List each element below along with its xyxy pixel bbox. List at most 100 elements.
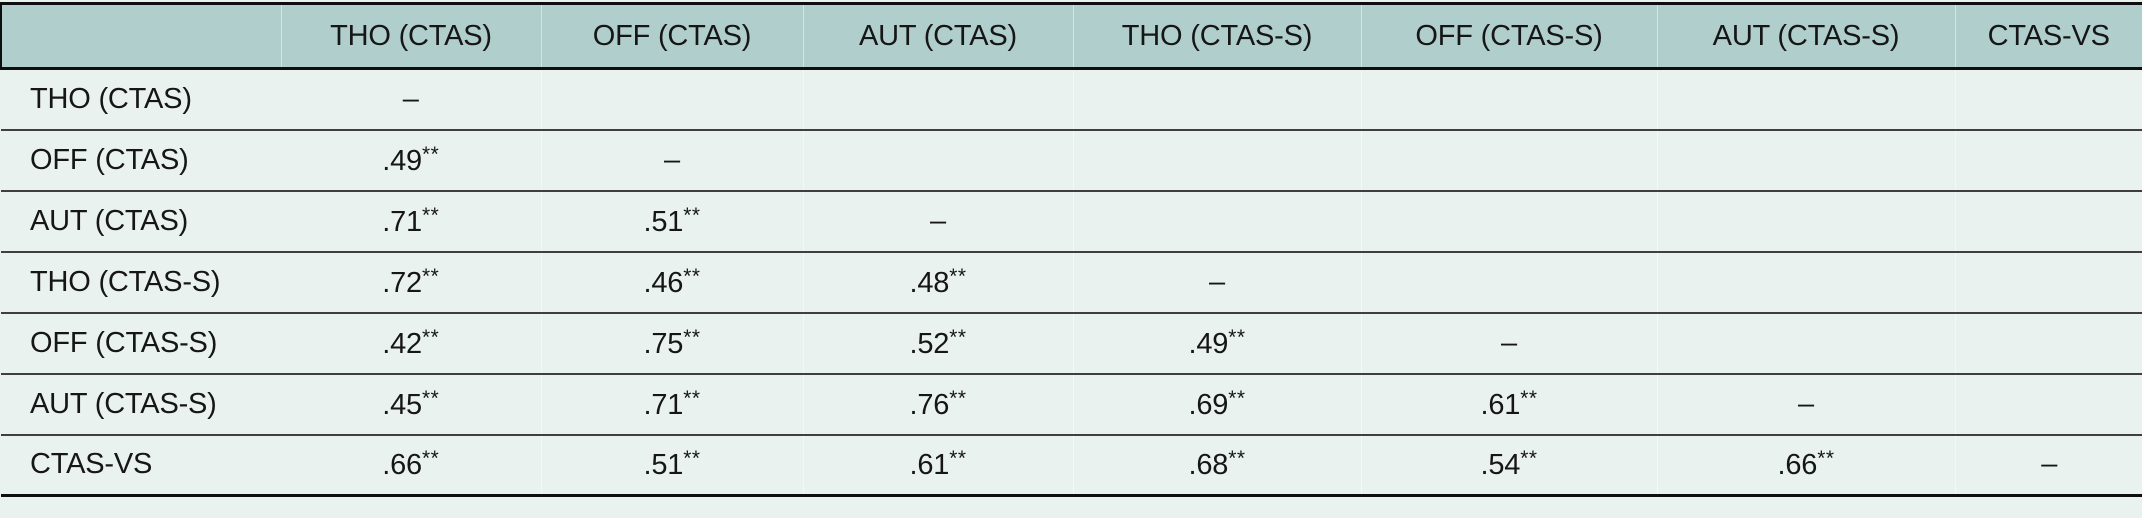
correlation-cell: .61** bbox=[802, 434, 1073, 496]
empty-cell bbox=[1360, 251, 1657, 314]
diagonal-dash-cell: – bbox=[1072, 251, 1361, 314]
empty-cell bbox=[1954, 251, 2142, 314]
table-row: THO (CTAS) – bbox=[1, 68, 2142, 131]
table-row: OFF (CTAS) .49** – bbox=[1, 129, 2142, 192]
correlation-cell: .42** bbox=[281, 312, 541, 375]
significance-stars: ** bbox=[683, 447, 701, 471]
correlation-value: .71 bbox=[382, 205, 422, 238]
correlation-value: .61 bbox=[909, 449, 950, 482]
correlation-value: .71 bbox=[643, 388, 684, 421]
correlation-value: .72 bbox=[382, 266, 422, 299]
correlation-cell: .68** bbox=[1072, 434, 1361, 496]
empty-cell bbox=[1072, 129, 1361, 192]
correlation-cell: .49** bbox=[1072, 312, 1361, 375]
significance-stars: ** bbox=[683, 386, 701, 410]
correlation-value: .52 bbox=[909, 327, 950, 360]
correlation-cell: .51** bbox=[540, 434, 803, 496]
correlation-value: .48 bbox=[909, 266, 950, 299]
column-header: AUT (CTAS) bbox=[802, 3, 1073, 70]
table-row: AUT (CTAS-S) .45** .71** .76** .69** .61** – bbox=[1, 373, 2142, 436]
column-header: THO (CTAS-S) bbox=[1072, 3, 1361, 70]
correlation-cell: .61** bbox=[1360, 373, 1657, 436]
row-label: THO (CTAS-S) bbox=[1, 251, 281, 314]
correlation-cell: .48** bbox=[802, 251, 1073, 314]
correlation-value: .54 bbox=[1480, 449, 1521, 482]
header-row: THO (CTAS) OFF (CTAS) AUT (CTAS) THO (CTAS-… bbox=[0, 3, 2142, 70]
correlation-cell: .76** bbox=[802, 373, 1073, 436]
diagonal-dash-cell: – bbox=[1954, 434, 2142, 496]
correlation-cell: .72** bbox=[281, 251, 541, 314]
significance-stars: ** bbox=[1817, 447, 1835, 471]
row-label: OFF (CTAS-S) bbox=[1, 312, 281, 375]
table-row: THO (CTAS-S) .72** .46** .48** – bbox=[1, 251, 2142, 314]
table-body: THO (CTAS) – OFF (CTAS) .49** – AUT (CTAS) .71… bbox=[1, 68, 2142, 496]
significance-stars: ** bbox=[949, 264, 967, 288]
correlation-value: .76 bbox=[909, 388, 950, 421]
correlation-cell: .45** bbox=[281, 373, 541, 436]
diagonal-dash-cell: – bbox=[1656, 373, 1955, 436]
diagonal-dash-cell: – bbox=[802, 190, 1073, 253]
diagonal-dash-cell: – bbox=[540, 129, 803, 192]
significance-stars: ** bbox=[949, 325, 967, 349]
correlation-cell: .66** bbox=[1656, 434, 1955, 496]
empty-cell bbox=[1656, 312, 1955, 375]
correlation-cell: .46** bbox=[540, 251, 803, 314]
column-header: AUT (CTAS-S) bbox=[1656, 3, 1955, 70]
correlation-cell: .51** bbox=[540, 190, 803, 253]
significance-stars: ** bbox=[1520, 386, 1538, 410]
row-label: AUT (CTAS) bbox=[1, 190, 281, 253]
empty-cell bbox=[1954, 68, 2142, 131]
correlation-cell: .71** bbox=[281, 190, 541, 253]
correlation-cell: .52** bbox=[802, 312, 1073, 375]
correlation-value: .51 bbox=[643, 449, 684, 482]
correlation-matrix-table: THO (CTAS) OFF (CTAS) AUT (CTAS) THO (CTAS-… bbox=[0, 2, 2142, 497]
correlation-value: .45 bbox=[382, 388, 422, 421]
empty-cell bbox=[1954, 190, 2142, 253]
correlation-value: .42 bbox=[382, 327, 422, 360]
correlation-cell: .54** bbox=[1360, 434, 1657, 496]
correlation-cell: .49** bbox=[281, 129, 541, 192]
empty-cell bbox=[1656, 68, 1955, 131]
empty-cell bbox=[1656, 190, 1955, 253]
empty-cell bbox=[1360, 190, 1657, 253]
empty-cell bbox=[1072, 190, 1361, 253]
correlation-value: .46 bbox=[643, 266, 684, 299]
correlation-cell: .71** bbox=[540, 373, 803, 436]
correlation-cell: .69** bbox=[1072, 373, 1361, 436]
column-header: CTAS-VS bbox=[1954, 3, 2142, 70]
correlation-value: .68 bbox=[1188, 449, 1229, 482]
significance-stars: ** bbox=[421, 203, 440, 227]
significance-stars: ** bbox=[421, 325, 440, 349]
significance-stars: ** bbox=[683, 203, 701, 227]
correlation-value: .61 bbox=[1480, 388, 1521, 421]
row-label: OFF (CTAS) bbox=[1, 129, 281, 192]
row-label: AUT (CTAS-S) bbox=[1, 373, 281, 436]
significance-stars: ** bbox=[949, 386, 967, 410]
diagonal-dash-cell: – bbox=[281, 68, 541, 131]
significance-stars: ** bbox=[421, 264, 440, 288]
empty-cell bbox=[540, 68, 803, 131]
empty-cell bbox=[1954, 129, 2142, 192]
correlation-value: .69 bbox=[1188, 388, 1229, 421]
significance-stars: ** bbox=[421, 447, 440, 471]
significance-stars: ** bbox=[421, 386, 440, 410]
significance-stars: ** bbox=[683, 325, 701, 349]
correlation-value: .75 bbox=[643, 327, 684, 360]
table-row: CTAS-VS .66** .51** .61** .68** .54** .66** – bbox=[1, 434, 2142, 496]
empty-cell bbox=[1360, 68, 1657, 131]
correlation-value: .49 bbox=[1188, 327, 1229, 360]
empty-cell bbox=[1656, 129, 1955, 192]
significance-stars: ** bbox=[1228, 325, 1246, 349]
empty-cell bbox=[1360, 129, 1657, 192]
correlation-value: .49 bbox=[382, 144, 422, 177]
column-header: OFF (CTAS) bbox=[540, 3, 803, 70]
empty-cell bbox=[1656, 251, 1955, 314]
significance-stars: ** bbox=[1228, 386, 1246, 410]
empty-cell bbox=[802, 68, 1073, 131]
significance-stars: ** bbox=[1228, 447, 1246, 471]
table-row: OFF (CTAS-S) .42** .75** .52** .49** – bbox=[1, 312, 2142, 375]
correlation-value: .66 bbox=[382, 449, 422, 482]
empty-cell bbox=[1072, 68, 1361, 131]
correlation-value: .51 bbox=[643, 205, 684, 238]
